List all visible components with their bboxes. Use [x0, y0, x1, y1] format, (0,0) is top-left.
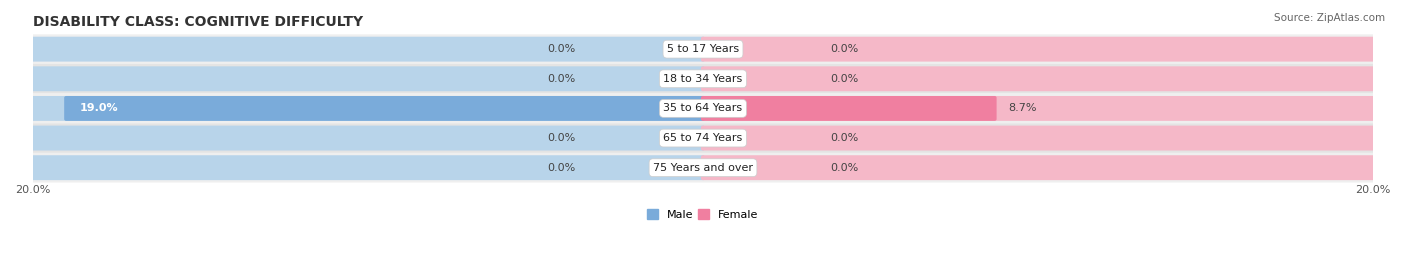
FancyBboxPatch shape	[65, 96, 704, 121]
FancyBboxPatch shape	[32, 64, 1374, 94]
Text: 0.0%: 0.0%	[547, 74, 575, 84]
FancyBboxPatch shape	[702, 96, 997, 121]
Text: DISABILITY CLASS: COGNITIVE DIFFICULTY: DISABILITY CLASS: COGNITIVE DIFFICULTY	[32, 15, 363, 29]
FancyBboxPatch shape	[31, 37, 704, 62]
Text: 19.0%: 19.0%	[80, 103, 118, 114]
Text: Source: ZipAtlas.com: Source: ZipAtlas.com	[1274, 13, 1385, 23]
Text: 0.0%: 0.0%	[547, 44, 575, 54]
FancyBboxPatch shape	[702, 126, 1375, 151]
Text: 0.0%: 0.0%	[547, 133, 575, 143]
FancyBboxPatch shape	[702, 155, 1375, 180]
FancyBboxPatch shape	[32, 123, 1374, 153]
FancyBboxPatch shape	[32, 34, 1374, 64]
Text: 0.0%: 0.0%	[831, 74, 859, 84]
FancyBboxPatch shape	[32, 94, 1374, 123]
FancyBboxPatch shape	[31, 126, 704, 151]
Text: 0.0%: 0.0%	[547, 163, 575, 173]
FancyBboxPatch shape	[31, 155, 704, 180]
Text: 18 to 34 Years: 18 to 34 Years	[664, 74, 742, 84]
Text: 8.7%: 8.7%	[1008, 103, 1036, 114]
Legend: Male, Female: Male, Female	[643, 205, 763, 224]
Text: 65 to 74 Years: 65 to 74 Years	[664, 133, 742, 143]
Text: 0.0%: 0.0%	[831, 163, 859, 173]
Text: 35 to 64 Years: 35 to 64 Years	[664, 103, 742, 114]
Text: 5 to 17 Years: 5 to 17 Years	[666, 44, 740, 54]
FancyBboxPatch shape	[31, 96, 704, 121]
Text: 0.0%: 0.0%	[831, 44, 859, 54]
FancyBboxPatch shape	[702, 96, 1375, 121]
FancyBboxPatch shape	[31, 66, 704, 91]
FancyBboxPatch shape	[702, 37, 1375, 62]
FancyBboxPatch shape	[32, 153, 1374, 182]
FancyBboxPatch shape	[702, 66, 1375, 91]
Text: 0.0%: 0.0%	[831, 133, 859, 143]
Text: 75 Years and over: 75 Years and over	[652, 163, 754, 173]
